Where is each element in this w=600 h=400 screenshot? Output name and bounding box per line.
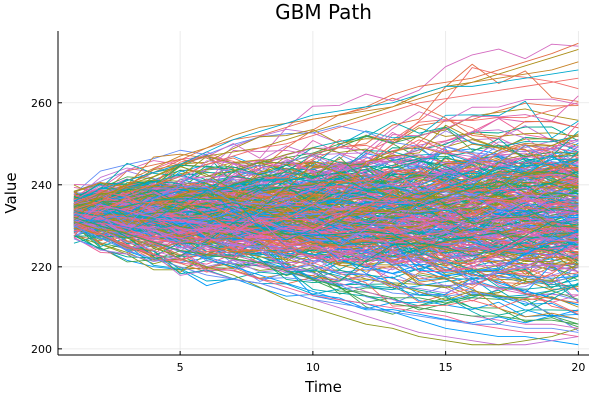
- series-line: [73, 186, 579, 241]
- series-line: [73, 138, 579, 196]
- y-tick-label: 260: [31, 97, 52, 110]
- x-tick-label: 10: [306, 361, 320, 374]
- series-line: [73, 77, 579, 210]
- series-line: [73, 229, 579, 289]
- series-line: [73, 139, 579, 223]
- y-axis-label: Value: [2, 172, 20, 213]
- series-line: [73, 149, 579, 201]
- chart-title: GBM Path: [275, 0, 372, 24]
- series-line: [73, 207, 579, 270]
- series-line: [73, 182, 579, 262]
- series-line: [73, 217, 579, 325]
- series-line: [73, 193, 579, 237]
- series-line: [73, 61, 579, 206]
- series-line: [73, 43, 579, 215]
- series-line: [73, 207, 579, 308]
- x-tick-label: 5: [177, 361, 184, 374]
- series-line: [73, 69, 579, 202]
- series-line: [73, 200, 579, 245]
- series-line: [73, 211, 579, 304]
- series-layer: [73, 42, 579, 346]
- series-line: [73, 207, 579, 273]
- series-line: [73, 238, 579, 282]
- series-line: [73, 224, 579, 304]
- series-line: [73, 162, 579, 242]
- x-tick-label: 20: [571, 361, 585, 374]
- series-line: [73, 191, 579, 235]
- series-line: [73, 213, 579, 258]
- series-line: [73, 143, 579, 214]
- series-line: [73, 170, 579, 211]
- series-line: [73, 158, 579, 219]
- series-line: [73, 217, 579, 346]
- series-line: [73, 216, 579, 290]
- y-tick-label: 200: [31, 343, 52, 356]
- series-line: [73, 194, 579, 272]
- series-line: [73, 49, 579, 210]
- series-line: [73, 212, 579, 242]
- series-line: [73, 216, 579, 273]
- series-line: [73, 97, 579, 210]
- y-tick-label: 220: [31, 261, 52, 274]
- series-line: [73, 197, 579, 320]
- series-line: [73, 213, 579, 329]
- series-line: [73, 198, 579, 290]
- series-line: [73, 199, 579, 294]
- series-line: [73, 221, 579, 337]
- series-line: [73, 187, 579, 273]
- series-line: [73, 144, 579, 227]
- series-line: [73, 171, 579, 239]
- series-line: [73, 225, 579, 333]
- series-line: [73, 234, 579, 325]
- series-line: [73, 117, 579, 198]
- series-line: [73, 204, 579, 252]
- x-axis-label: Time: [304, 378, 342, 396]
- series-line: [73, 158, 579, 232]
- series-line: [73, 193, 579, 257]
- series-line: [73, 184, 579, 236]
- series-line: [73, 169, 579, 237]
- series-line: [73, 169, 579, 228]
- y-tick-label: 240: [31, 179, 52, 192]
- series-line: [73, 95, 579, 209]
- x-tick-label: 15: [439, 361, 453, 374]
- series-line: [73, 173, 579, 225]
- series-line: [73, 221, 579, 346]
- series-line: [73, 133, 579, 233]
- series-line: [73, 222, 579, 261]
- series-line: [73, 221, 579, 284]
- axes: 5 10 15 20 200 220 240 260: [31, 31, 589, 374]
